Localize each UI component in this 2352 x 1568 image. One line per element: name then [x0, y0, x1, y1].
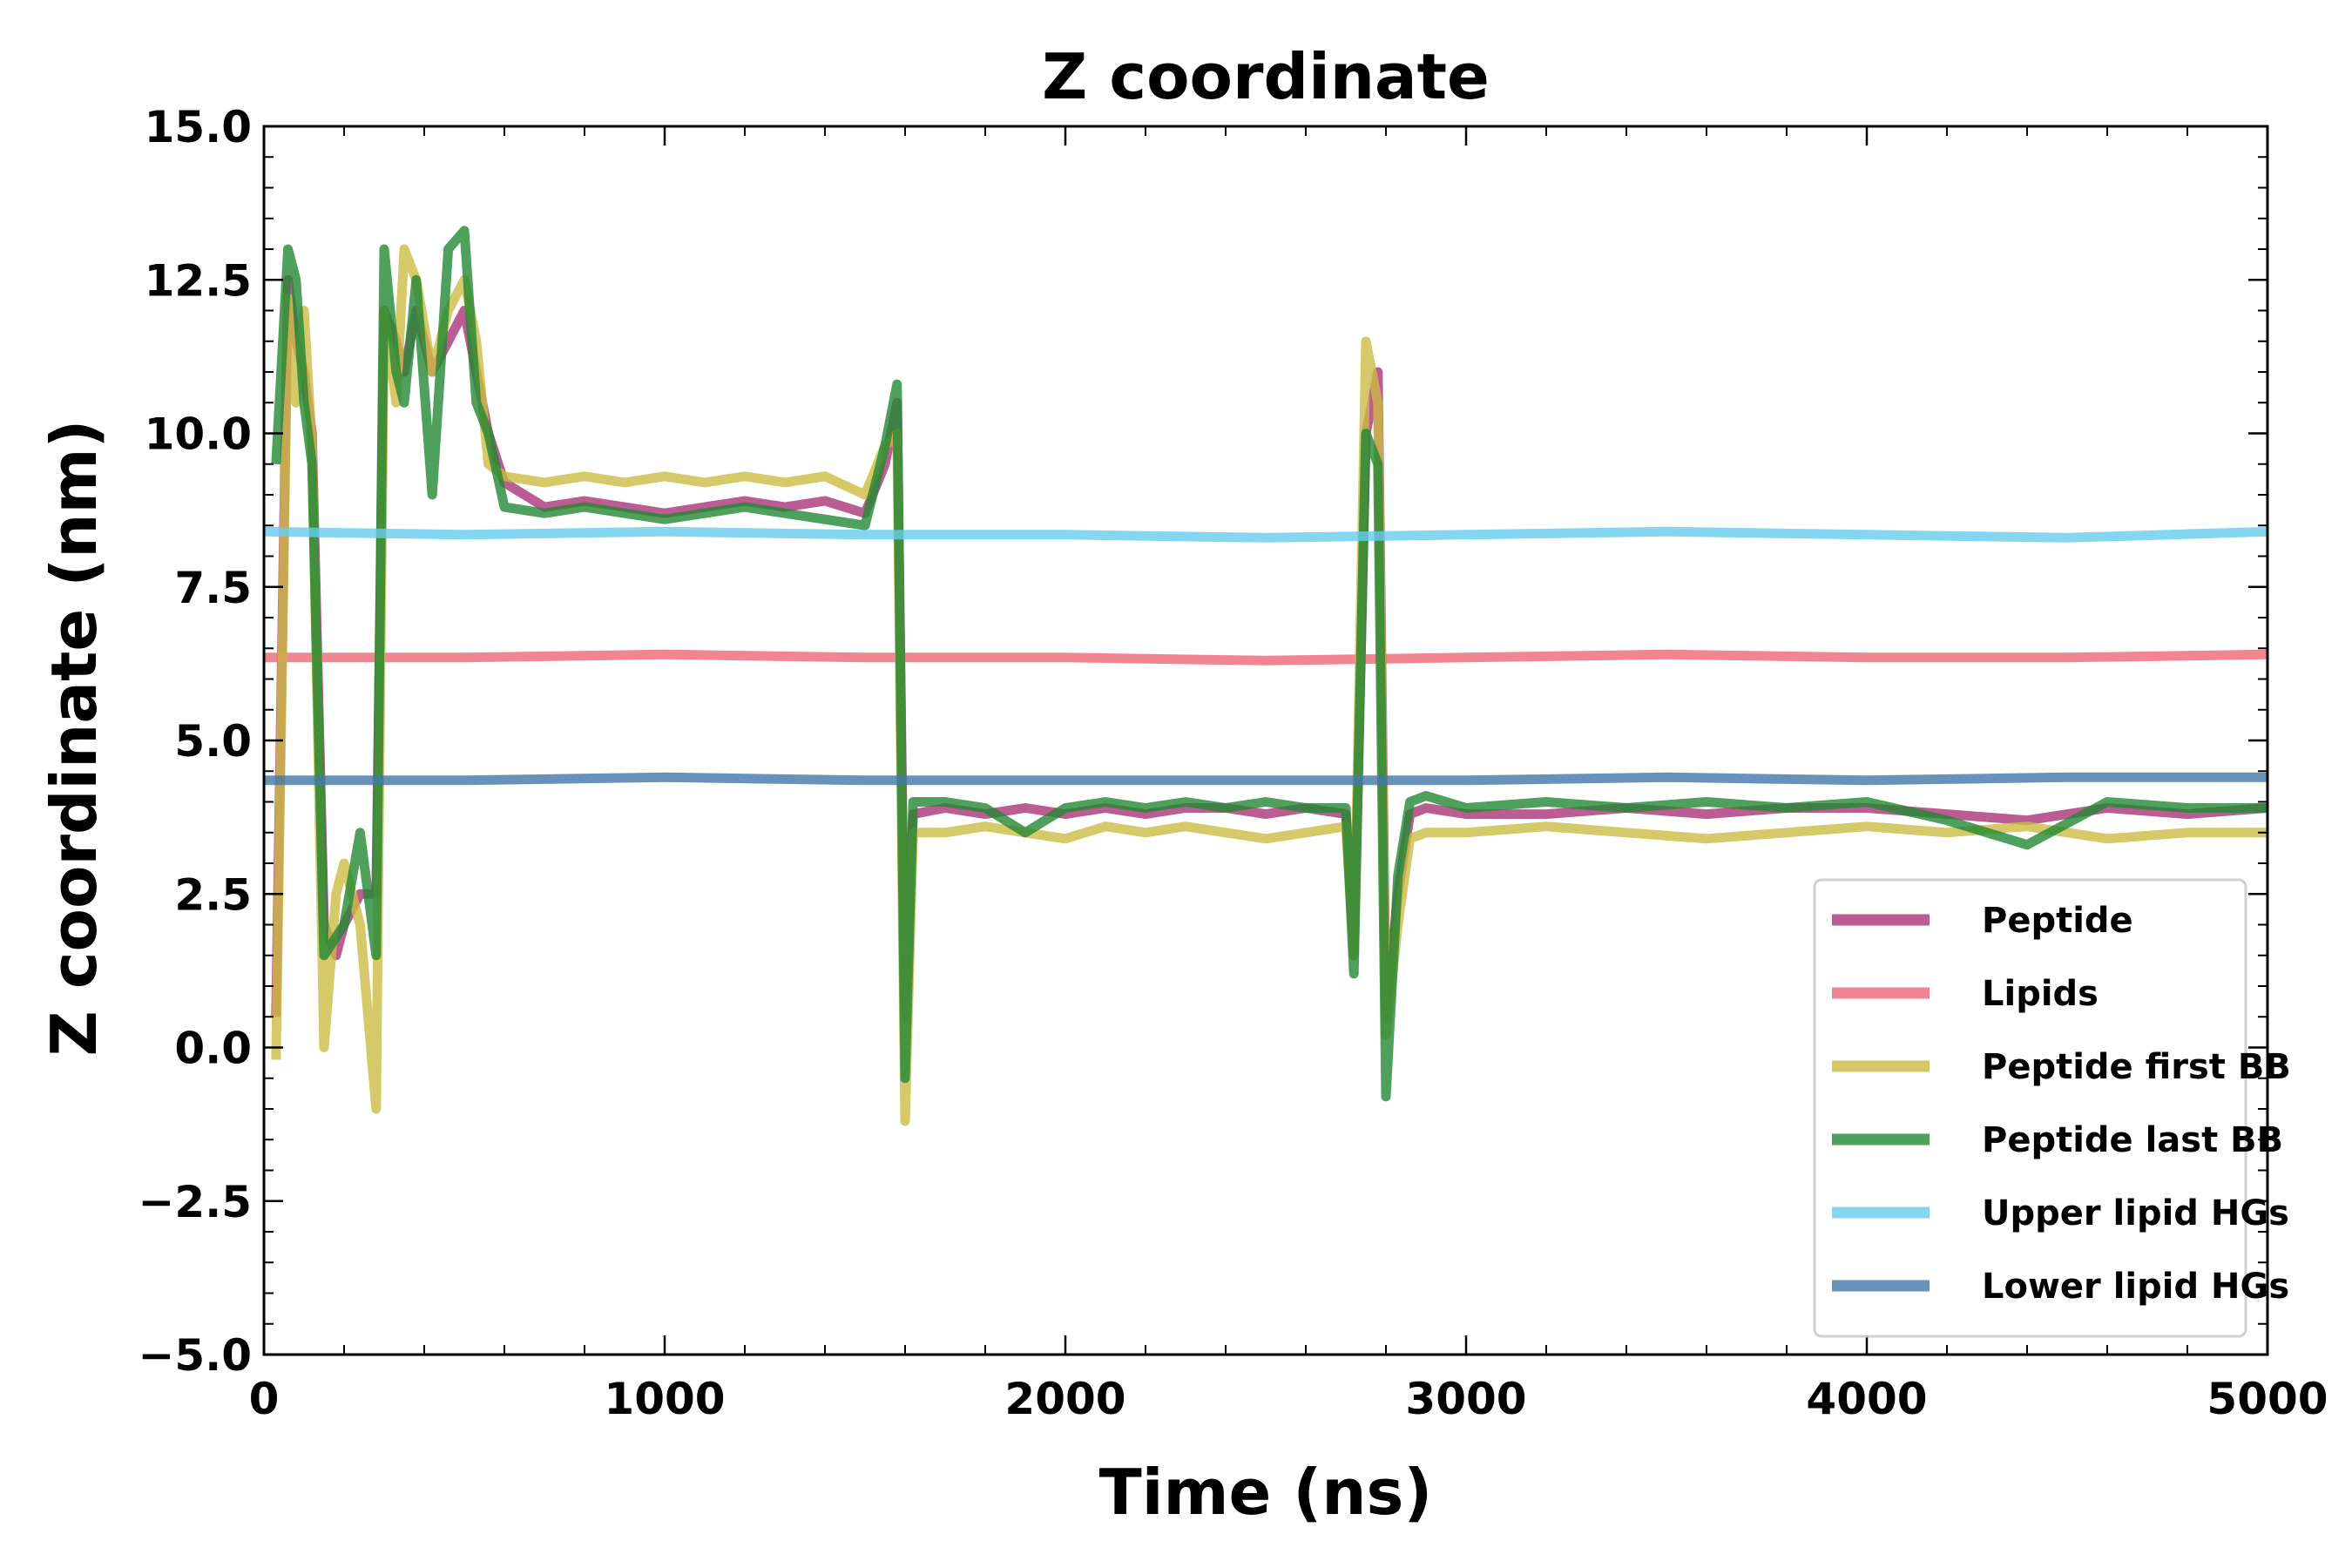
- legend-label: Lipids: [1982, 974, 2099, 1014]
- y-axis-label: Z coordinate (nm): [37, 420, 111, 1057]
- y-tick-label: 10.0: [145, 409, 252, 460]
- axis-ticks: 0 1000 2000 3000 4000 5000 −5.0 −2.5 0.0 2.5 5.0 7.…: [139, 102, 2328, 1424]
- plot-frame: [262, 125, 2269, 1356]
- x-tick-label: 1000: [604, 1374, 725, 1424]
- y-tick-label: −2.5: [139, 1177, 252, 1227]
- chart-title: Z coordinate: [1042, 40, 1490, 113]
- legend-label: Peptide last BB: [1982, 1120, 2283, 1160]
- x-tick-label: 3000: [1405, 1374, 1526, 1424]
- x-tick-label: 4000: [1806, 1374, 1927, 1424]
- y-tick-label: 0.0: [174, 1024, 252, 1074]
- series-line-5: [264, 772, 2268, 786]
- y-tick-label: 15.0: [145, 102, 252, 152]
- x-tick-label: 5000: [2207, 1374, 2328, 1424]
- y-tick-label: −5.0: [139, 1330, 252, 1381]
- legend-label: Peptide first BB: [1982, 1047, 2291, 1087]
- legend-label: Lower lipid HGs: [1982, 1267, 2289, 1307]
- y-tick-label: 12.5: [145, 255, 252, 306]
- legend: Peptide Lipids Peptide first BB Peptide las…: [1813, 878, 2291, 1338]
- series-line-3: [271, 226, 2268, 1102]
- y-tick-label: 2.5: [174, 869, 252, 920]
- x-axis-label: Time (ns): [1099, 1456, 1433, 1529]
- x-tick-label: 2000: [1004, 1374, 1125, 1424]
- series-line-4: [263, 526, 2268, 543]
- y-tick-label: 7.5: [174, 563, 252, 613]
- x-tick-label: 0: [249, 1374, 280, 1424]
- legend-label: Upper lipid HGs: [1982, 1193, 2289, 1233]
- legend-label: Peptide: [1982, 901, 2133, 941]
- series-line-1: [264, 649, 2268, 666]
- plot-lines: [263, 226, 2268, 1126]
- y-tick-label: 5.0: [174, 716, 252, 767]
